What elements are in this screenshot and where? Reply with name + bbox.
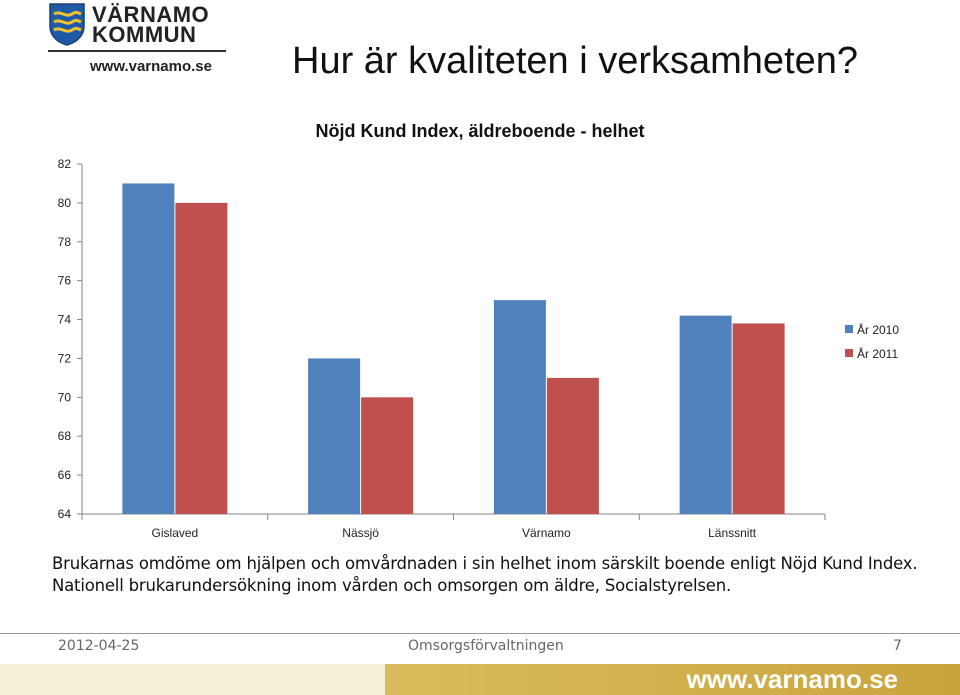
y-tick-label: 74 <box>58 313 72 327</box>
logo-word-1: VÄRNAMO <box>92 2 210 27</box>
y-tick-label: 68 <box>58 429 72 443</box>
y-axis-labels: 64 66 68 70 72 74 76 78 80 82 <box>58 157 72 521</box>
logo: VÄRNAMO KOMMUN www.varnamo.se <box>40 0 230 90</box>
footer-banner: www.varnamo.se <box>0 664 960 695</box>
chart-legend: År 2010 År 2011 <box>845 322 899 361</box>
footer-url: www.varnamo.se <box>686 664 898 694</box>
y-tick-label: 82 <box>58 157 72 171</box>
chart-caption: Brukarnas omdöme om hjälpen och omvårdna… <box>52 553 918 597</box>
caption-line-1: Brukarnas omdöme om hjälpen och omvårdna… <box>52 554 918 573</box>
legend-label: År 2010 <box>857 322 899 337</box>
logo-url: www.varnamo.se <box>90 58 212 75</box>
chart-bars <box>122 183 785 514</box>
chart-title: Nöjd Kund Index, äldreboende - helhet <box>315 121 644 141</box>
coat-of-arms-icon <box>49 3 85 46</box>
bar-ar-2011 <box>175 202 228 514</box>
legend-swatch <box>845 325 853 333</box>
y-tick-label: 64 <box>58 507 72 521</box>
bar-chart: Nöjd Kund Index, äldreboende - helhet 64… <box>58 121 900 540</box>
y-tick-label: 78 <box>58 235 72 249</box>
bar-ar-2010 <box>308 358 361 514</box>
bar-ar-2010 <box>493 300 546 514</box>
bar-ar-2010 <box>679 315 732 514</box>
y-tick-label: 70 <box>58 390 72 404</box>
footer-organization: Omsorgsförvaltningen <box>408 638 564 654</box>
x-category-label: Gislaved <box>152 526 199 540</box>
bar-ar-2011 <box>732 323 785 514</box>
legend-swatch <box>845 349 853 357</box>
y-tick-label: 66 <box>58 468 72 482</box>
footer-divider <box>0 633 960 634</box>
x-category-label: Värnamo <box>522 526 571 540</box>
footer-date: 2012-04-25 <box>58 638 140 654</box>
bar-ar-2011 <box>546 377 599 514</box>
footer-page-number: 7 <box>893 638 902 654</box>
bar-ar-2010 <box>122 183 175 514</box>
slide-title: Hur är kvaliteten i verksamheten? <box>292 40 859 82</box>
footer-banner-light <box>0 664 385 695</box>
x-category-label: Länssnitt <box>708 526 757 540</box>
y-tick-label: 80 <box>58 196 72 210</box>
x-category-label: Nässjö <box>342 526 379 540</box>
y-tick-label: 72 <box>58 351 72 365</box>
logo-divider <box>48 50 226 52</box>
y-tick-label: 76 <box>58 274 72 288</box>
logo-word-2: KOMMUN <box>92 22 197 47</box>
bar-ar-2011 <box>361 397 414 514</box>
legend-label: År 2011 <box>857 346 898 361</box>
x-axis-labels: Gislaved Nässjö Värnamo Länssnitt <box>152 526 757 540</box>
caption-line-2: Nationell brukarundersökning inom vården… <box>52 576 731 595</box>
